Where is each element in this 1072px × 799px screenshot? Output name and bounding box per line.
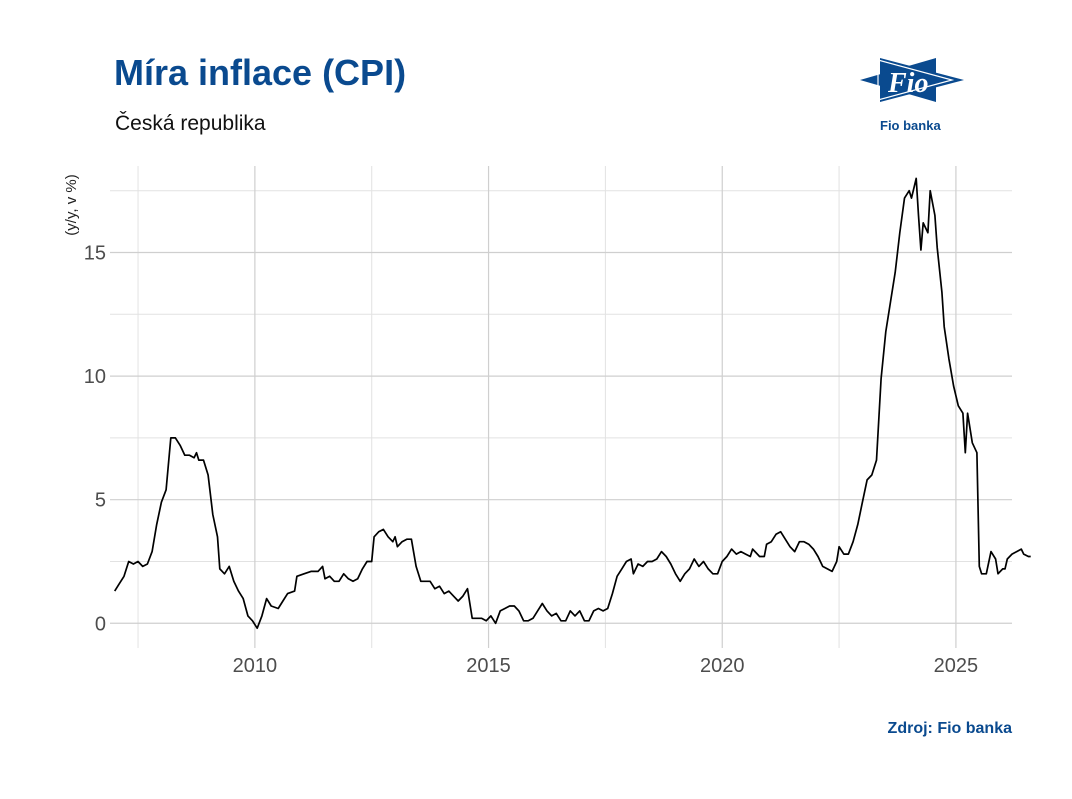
fio-logo-mark: Fio Fio banka	[860, 58, 964, 133]
x-tick-label: 2010	[233, 655, 278, 677]
y-axis-label: (y/y, v %)	[63, 174, 80, 235]
x-tick-label: 2020	[700, 655, 745, 677]
chart-subtitle: Česká republika	[115, 112, 266, 135]
fio-banka-logo: Fio Fio banka	[860, 58, 964, 133]
source-note: Zdroj: Fio banka	[887, 720, 1012, 737]
y-tick-label: 5	[95, 490, 106, 512]
x-tick-label: 2015	[466, 655, 511, 677]
y-tick-label: 10	[84, 366, 106, 388]
x-tick-label: 2025	[934, 655, 979, 677]
y-tick-label: 15	[84, 243, 106, 265]
svg-text:Fio banka: Fio banka	[880, 118, 941, 133]
cpi-series-line	[113, 177, 1031, 630]
y-tick-label: 0	[95, 613, 106, 635]
chart-title: Míra inflace (CPI)	[114, 52, 407, 93]
svg-text:Fio: Fio	[887, 68, 928, 99]
